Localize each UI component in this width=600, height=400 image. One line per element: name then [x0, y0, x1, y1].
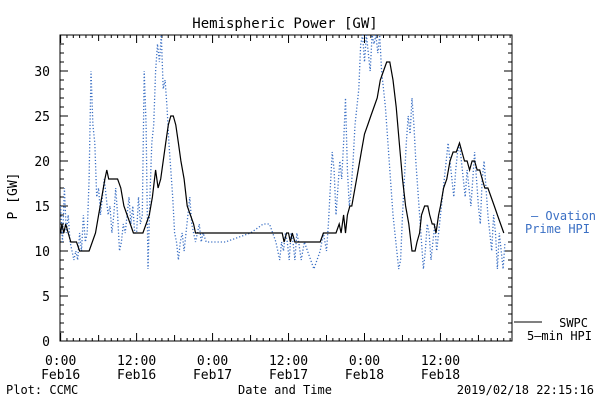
footer-plot-source: Plot: CCMC — [6, 383, 78, 397]
y-axis-label: P [GW] — [6, 173, 21, 220]
x-tick-date-label: Feb18 — [421, 368, 460, 383]
footer-timestamp: 2019/02/18 22:15:16 — [457, 383, 594, 397]
x-tick-time-label: 0:00 — [45, 354, 76, 369]
x-tick-time-label: 0:00 — [197, 354, 228, 369]
y-tick-label: 20 — [34, 155, 50, 170]
legend-swpc: SWPC 5—min HPI — [514, 316, 592, 343]
series-swpc-line — [60, 61, 505, 252]
x-axis-ticks: 0:00Feb1612:00Feb160:00Feb1712:00Feb170:… — [41, 35, 511, 383]
series-layer — [59, 34, 506, 271]
x-tick-date-label: Feb16 — [117, 368, 156, 383]
x-tick-time-label: 12:00 — [421, 354, 460, 369]
x-axis-label: Date and Time — [238, 383, 332, 397]
x-tick-time-label: 12:00 — [117, 354, 156, 369]
legend-ovation-line2: Prime HPI — [525, 222, 590, 236]
y-tick-label: 30 — [34, 65, 50, 80]
x-tick-time-label: 12:00 — [269, 354, 308, 369]
x-tick-time-label: 0:00 — [349, 354, 380, 369]
y-tick-label: 0 — [42, 335, 50, 350]
x-tick-date-label: Feb17 — [193, 368, 232, 383]
x-tick-date-label: Feb18 — [345, 368, 384, 383]
y-tick-label: 5 — [42, 290, 50, 305]
legend-ovation-prime: — Ovation Prime HPI — [525, 209, 596, 236]
legend-swpc-line1: SWPC — [559, 316, 588, 330]
chart-title: Hemispheric Power [GW] — [192, 16, 377, 32]
y-tick-label: 15 — [34, 200, 50, 215]
legend-ovation-line1: — Ovation — [531, 209, 596, 223]
y-axis-ticks: 0 5 10 15 20 25 30 — [34, 34, 512, 350]
legend-swpc-line2: 5—min HPI — [527, 329, 592, 343]
y-tick-label: 25 — [34, 110, 50, 125]
x-tick-date-label: Feb17 — [269, 368, 308, 383]
y-tick-label: 10 — [34, 245, 50, 260]
series-ovation-prime-line — [59, 34, 506, 271]
x-tick-date-label: Feb16 — [41, 368, 80, 383]
